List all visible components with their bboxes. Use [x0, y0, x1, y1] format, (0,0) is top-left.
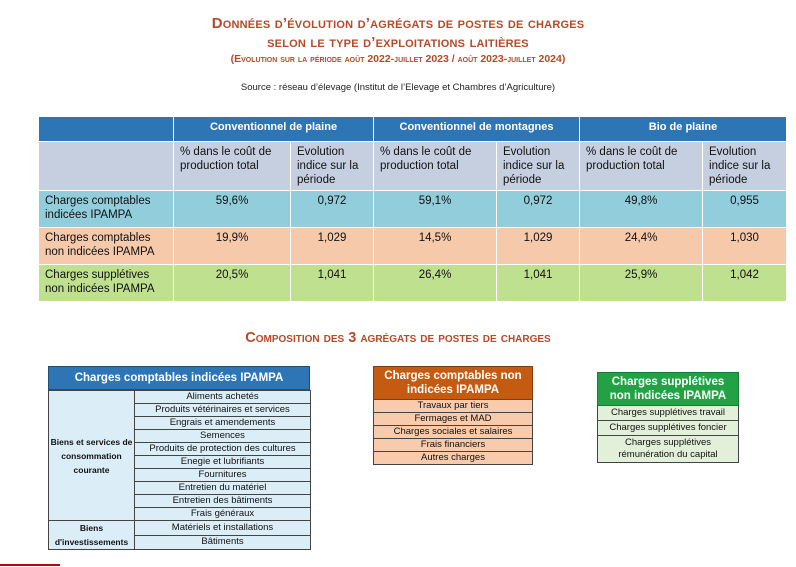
table-cell: 1,041 [290, 264, 374, 302]
list-item: Charges supplétives foncier [597, 421, 739, 436]
row-label: Charges comptables indicées IPAMPA [38, 190, 174, 228]
list-item: Semences [134, 429, 311, 443]
source-note: Source : réseau d’élevage (Institut de l… [240, 82, 556, 93]
title-line-3: (Evolution sur la période août 2022-juil… [230, 53, 566, 65]
subheader-evo: Evolution indice sur la période [495, 141, 581, 191]
table-cell: 14,5% [373, 227, 497, 265]
group-investissements: Biens d'investissements [48, 520, 135, 550]
header-blank [38, 116, 174, 142]
subheader-pct: % dans le coût de production total [173, 141, 291, 191]
group-header-conv-plaine: Conventionnel de plaine [173, 116, 374, 142]
subheader-evo: Evolution indice sur la période [702, 141, 788, 191]
list-item: Frais généraux [134, 507, 311, 521]
list-item: Fournitures [134, 468, 311, 482]
list-item: Charges sociales et salaires [373, 426, 533, 439]
footer-rule [0, 564, 60, 566]
list-item: Charges supplétives rémunération du capi… [597, 436, 739, 463]
table-row: Charges supplétives non indicées IPAMPA … [38, 264, 788, 302]
table-cell: 59,6% [173, 190, 291, 228]
table-cell: 1,029 [495, 227, 581, 265]
table-cell: 25,9% [579, 264, 704, 302]
table-cell: 1,030 [702, 227, 788, 265]
subheader-pct: % dans le coût de production total [373, 141, 497, 191]
list-item: Fermages et MAD [373, 413, 533, 426]
table-cell: 20,5% [173, 264, 291, 302]
subheader-evo: Evolution indice sur la période [290, 141, 374, 191]
list-item: Produits de protection des cultures [134, 442, 311, 456]
table-cell: 24,4% [579, 227, 704, 265]
subheader-pct: % dans le coût de production total [579, 141, 704, 191]
table-cell: 59,1% [373, 190, 497, 228]
title-line-1: Données d’évolution d’agrégats de postes… [211, 15, 585, 32]
list-item: Engrais et amendements [134, 416, 311, 430]
list-item: Frais financiers [373, 439, 533, 452]
evolution-table: Conventionnel de plaine Conventionnel de… [38, 116, 788, 302]
title-block: Données d’évolution d’agrégats de postes… [0, 14, 796, 67]
suppletives-header: Charges supplétives non indicées IPAMPA [597, 372, 739, 406]
row-label: Charges comptables non indicées IPAMPA [38, 227, 174, 265]
table-cell: 1,029 [290, 227, 374, 265]
row-label: Charges supplétives non indicées IPAMPA [38, 264, 174, 302]
title-line-2: selon le type d’exploitations laitières [267, 34, 529, 51]
non-ipampa-header: Charges comptables non indicées IPAMPA [373, 366, 533, 400]
table-row: Charges comptables non indicées IPAMPA 1… [38, 227, 788, 265]
table-cell: 1,041 [495, 264, 581, 302]
table-cell: 49,8% [579, 190, 704, 228]
suppletives-box: Charges supplétives non indicées IPAMPA … [597, 372, 739, 463]
table-cell: 0,972 [290, 190, 374, 228]
list-item: Aliments achetés [134, 390, 311, 404]
list-item: Entretien du matériel [134, 481, 311, 495]
list-item: Produits vétérinaires et services [134, 403, 311, 417]
non-ipampa-box: Charges comptables non indicées IPAMPA T… [373, 366, 533, 465]
ipampa-table: Biens et services de consommation couran… [48, 390, 311, 550]
list-item: Entretien des bâtiments [134, 494, 311, 508]
group-consommation-courante: Biens et services de consommation couran… [48, 390, 135, 521]
list-item: Enegie et lubrifiants [134, 455, 311, 469]
list-item: Bâtiments [134, 534, 311, 550]
subheader-blank [38, 141, 174, 191]
group-header-conv-montagnes: Conventionnel de montagnes [372, 116, 581, 142]
table-cell: 19,9% [173, 227, 291, 265]
table-cell: 26,4% [373, 264, 497, 302]
composition-title: Composition des 3 agrégats de postes de … [245, 330, 551, 346]
group-header-bio-plaine: Bio de plaine [579, 116, 788, 142]
list-item: Charges supplétives travail [597, 406, 739, 421]
list-item: Travaux par tiers [373, 400, 533, 413]
table-cell: 1,042 [702, 264, 788, 302]
ipampa-box: Charges comptables indicées IPAMPA Biens… [48, 366, 311, 550]
table-row: Charges comptables indicées IPAMPA 59,6%… [38, 190, 788, 228]
table-cell: 0,972 [495, 190, 581, 228]
list-item: Autres charges [373, 452, 533, 465]
list-item: Matériels et installations [134, 520, 311, 536]
table-cell: 0,955 [702, 190, 788, 228]
ipampa-header: Charges comptables indicées IPAMPA [48, 366, 310, 390]
